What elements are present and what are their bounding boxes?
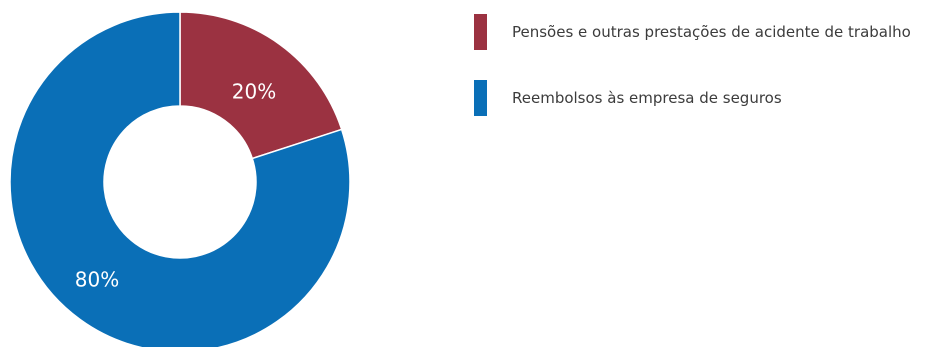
legend-label-reembolsos: Reembolsos às empresa de seguros [512, 89, 782, 107]
donut-slices [9, 11, 351, 347]
legend-item-pensoes: Pensões e outras prestações de acidente … [474, 14, 911, 50]
legend-label-pensoes: Pensões e outras prestações de acidente … [512, 23, 911, 41]
slice-label-pensoes: 20% [232, 80, 276, 104]
slice-reembolsos [9, 11, 351, 347]
legend-item-reembolsos: Reembolsos às empresa de seguros [474, 80, 911, 116]
legend-swatch-pensoes [474, 14, 487, 50]
legend: Pensões e outras prestações de acidente … [474, 14, 911, 146]
slice-label-reembolsos: 80% [75, 268, 119, 292]
donut-slice-labels: 20% 80% [75, 80, 276, 292]
legend-swatch-reembolsos [474, 80, 487, 116]
slice-pensoes [179, 11, 343, 160]
